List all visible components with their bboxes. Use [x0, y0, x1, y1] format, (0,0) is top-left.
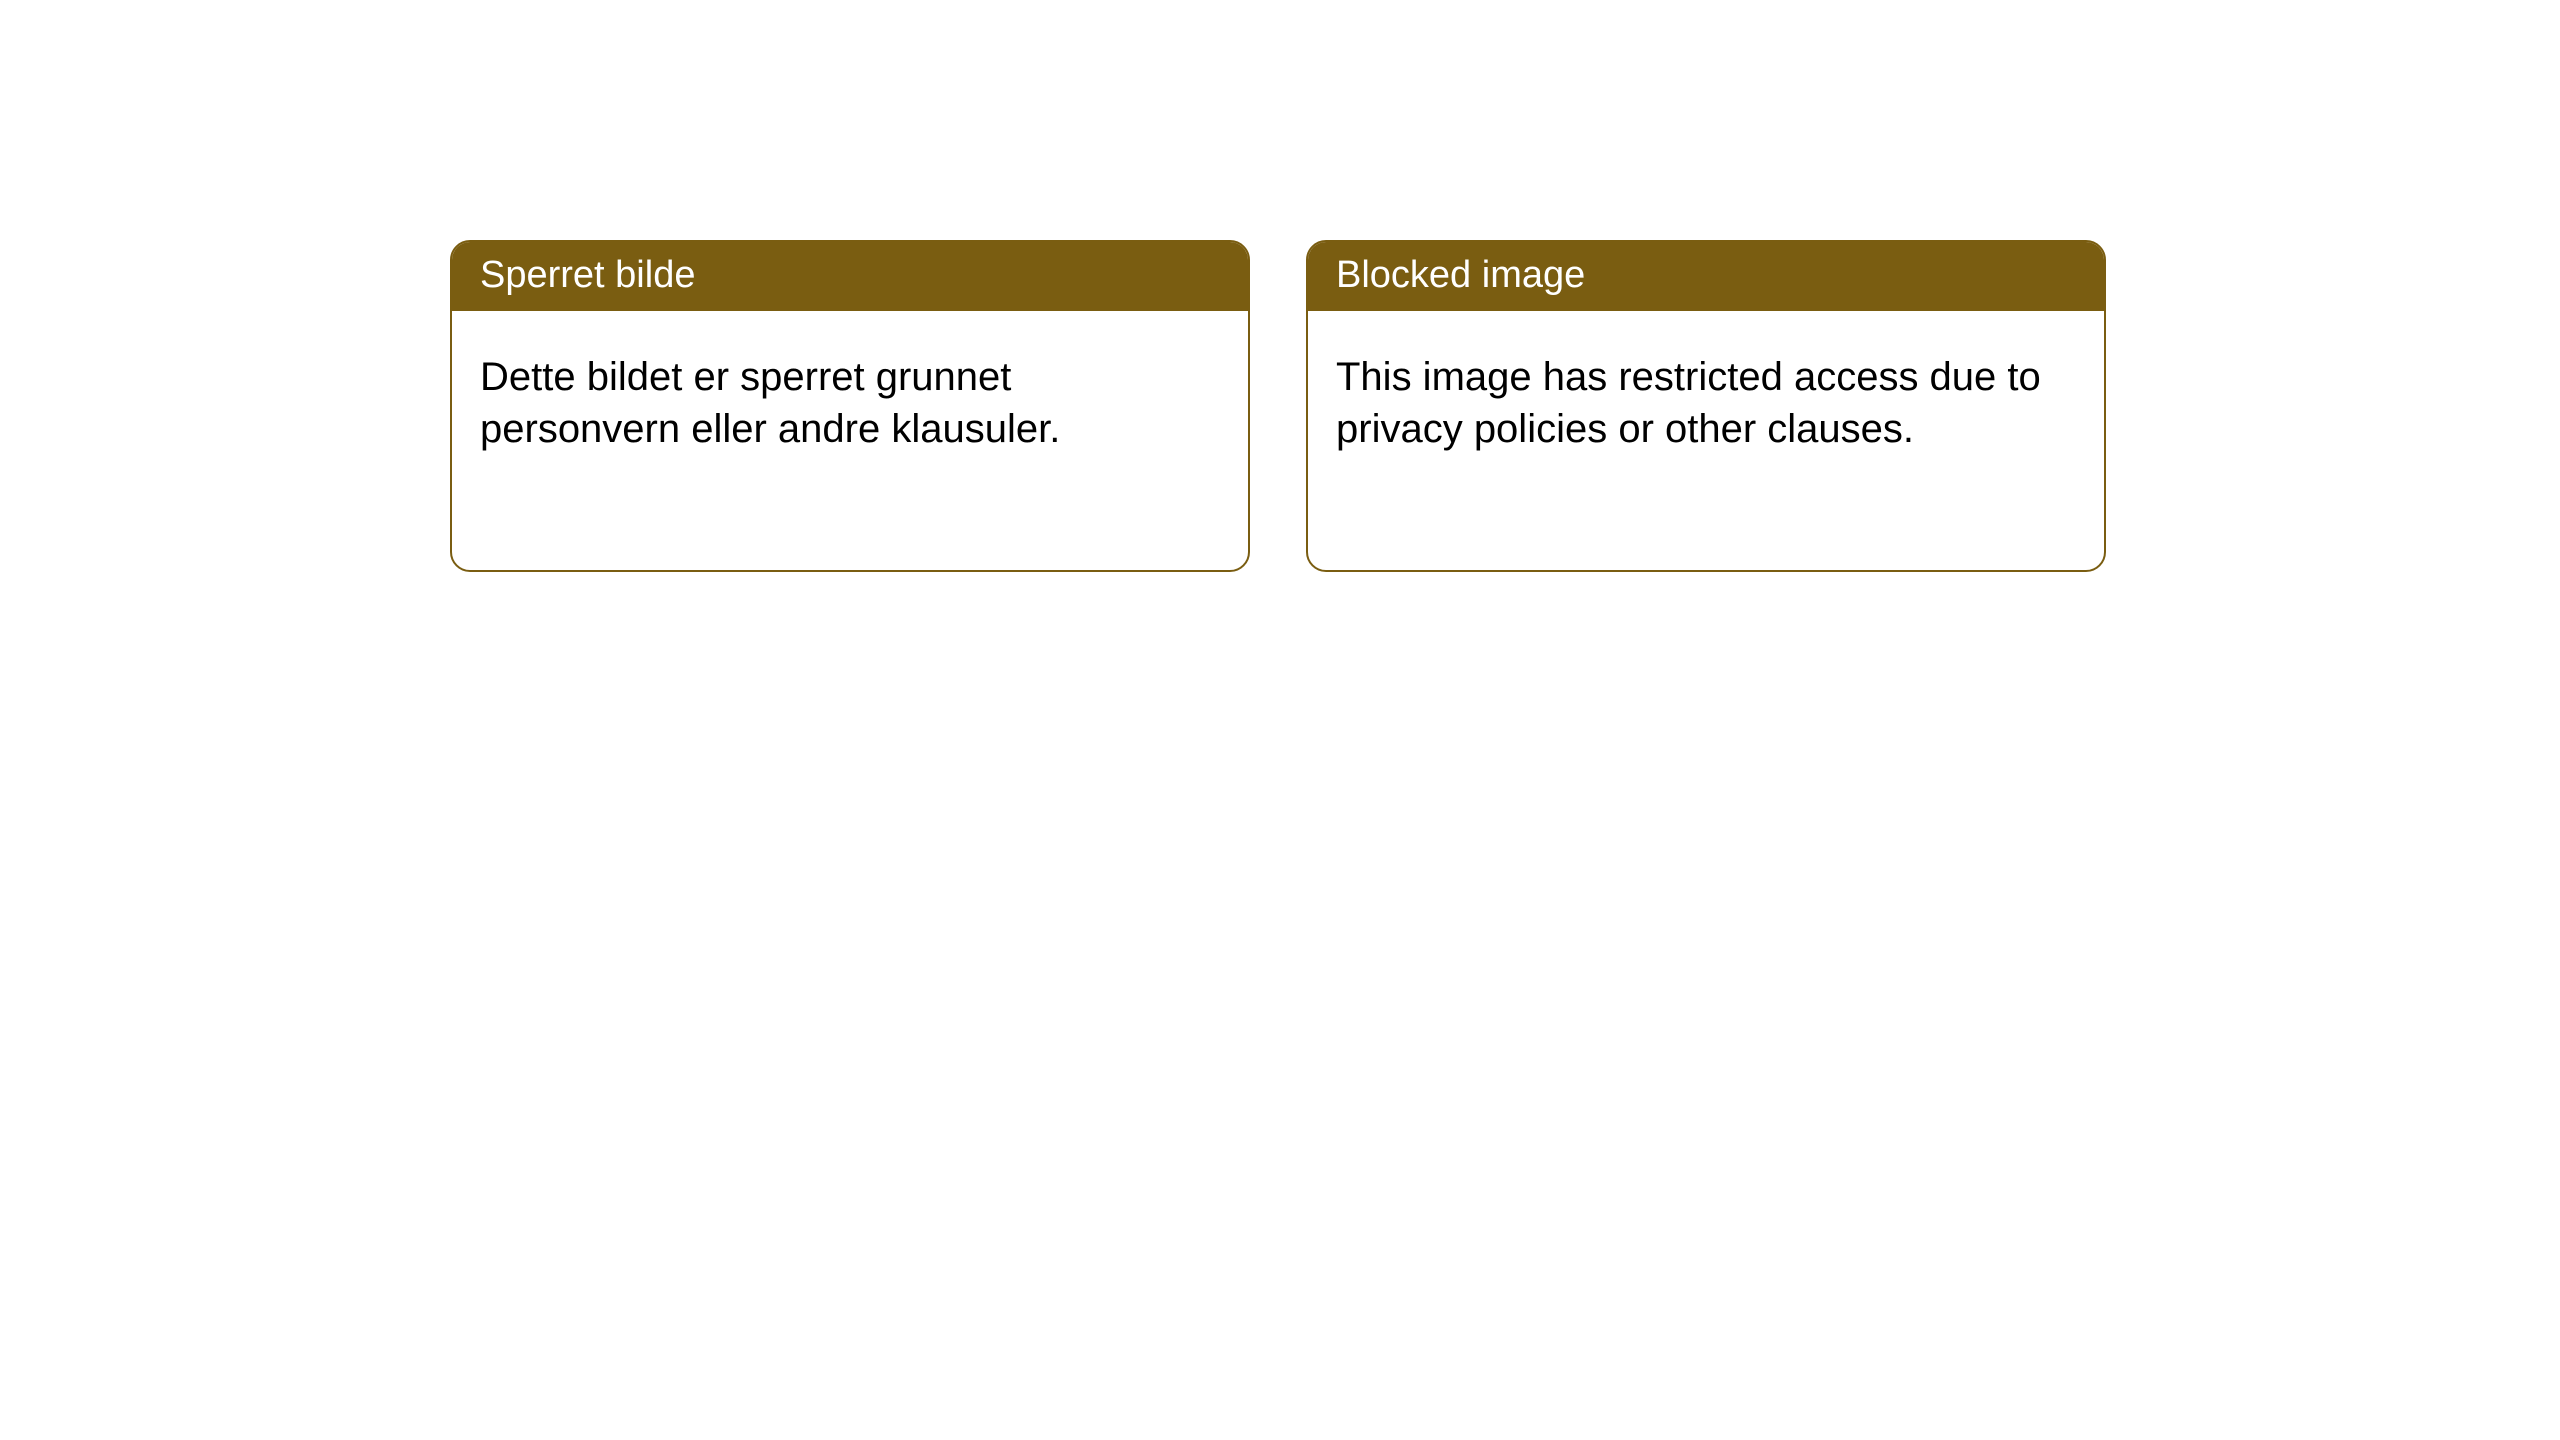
notice-header-norwegian: Sperret bilde [452, 242, 1248, 311]
notice-card-norwegian: Sperret bilde Dette bildet er sperret gr… [450, 240, 1250, 572]
notice-body-english: This image has restricted access due to … [1308, 311, 2104, 483]
notice-card-english: Blocked image This image has restricted … [1306, 240, 2106, 572]
notice-container: Sperret bilde Dette bildet er sperret gr… [0, 0, 2560, 572]
notice-body-norwegian: Dette bildet er sperret grunnet personve… [452, 311, 1248, 483]
notice-header-english: Blocked image [1308, 242, 2104, 311]
